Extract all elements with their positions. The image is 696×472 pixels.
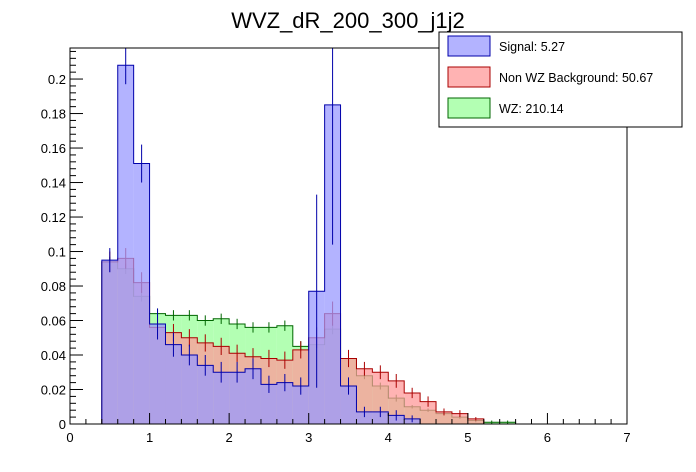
bar xyxy=(245,368,261,424)
bar xyxy=(356,411,373,424)
chart-title: WVZ_dR_200_300_j1j2 xyxy=(231,8,465,33)
x-tick-label: 1 xyxy=(146,430,153,445)
bar xyxy=(197,365,214,424)
bar xyxy=(292,386,309,424)
bar xyxy=(372,411,389,424)
histogram-series-group xyxy=(101,48,612,425)
bar xyxy=(356,368,373,424)
plot-frame xyxy=(69,47,628,425)
legend-label: WZ: 210.14 xyxy=(499,102,564,116)
axis-ticks: 0 1 2 3 4 5 6 7 0 0.02 0.04 0.06 0.08 0.1 0.12 0.14 0.16… xyxy=(41,50,631,445)
bar xyxy=(133,163,150,424)
x-tick-label: 7 xyxy=(623,430,630,445)
bar xyxy=(436,411,452,424)
y-tick-label: 0.16 xyxy=(41,141,66,156)
legend-swatch xyxy=(447,97,491,119)
bar xyxy=(276,382,293,424)
y-tick-label: 0.2 xyxy=(48,72,66,87)
legend-label: Non WZ Background: 50.67 xyxy=(499,71,653,85)
bar xyxy=(451,413,468,424)
y-tick-label: 0 xyxy=(59,417,66,432)
legend-swatch xyxy=(447,66,491,88)
bar xyxy=(213,372,230,424)
bar xyxy=(229,372,246,424)
legend: Signal: 5.27 Non WZ Background: 50.67 WZ: … xyxy=(438,31,683,128)
bar xyxy=(181,355,198,424)
y-tick-label: 0.14 xyxy=(41,176,66,191)
bar xyxy=(165,344,182,424)
y-tick-label: 0.1 xyxy=(48,245,66,260)
x-tick-label: 3 xyxy=(305,430,312,445)
y-tick-label: 0.12 xyxy=(41,210,66,225)
y-tick-label: 0.08 xyxy=(41,279,66,294)
bar xyxy=(404,392,421,424)
bar xyxy=(260,384,277,424)
y-tick-label: 0.02 xyxy=(41,383,66,398)
bar xyxy=(101,260,118,424)
bar xyxy=(388,380,405,424)
bar xyxy=(324,104,341,425)
series-0 xyxy=(101,48,612,425)
legend-label: Signal: 5.27 xyxy=(499,40,565,54)
y-tick-label: 0.18 xyxy=(41,107,66,122)
bar xyxy=(340,386,357,424)
axes xyxy=(69,47,628,425)
bar xyxy=(420,401,437,424)
x-tick-label: 0 xyxy=(66,430,73,445)
x-tick-label: 5 xyxy=(464,430,471,445)
bar xyxy=(149,323,166,424)
y-tick-label: 0.04 xyxy=(41,348,66,363)
x-tick-label: 6 xyxy=(544,430,551,445)
y-tick-label: 0.06 xyxy=(41,314,66,329)
x-tick-label: 2 xyxy=(226,430,233,445)
bar xyxy=(467,418,484,424)
x-tick-label: 4 xyxy=(385,430,392,445)
bar xyxy=(372,372,389,424)
legend-swatch xyxy=(447,35,491,57)
bar xyxy=(117,65,134,424)
